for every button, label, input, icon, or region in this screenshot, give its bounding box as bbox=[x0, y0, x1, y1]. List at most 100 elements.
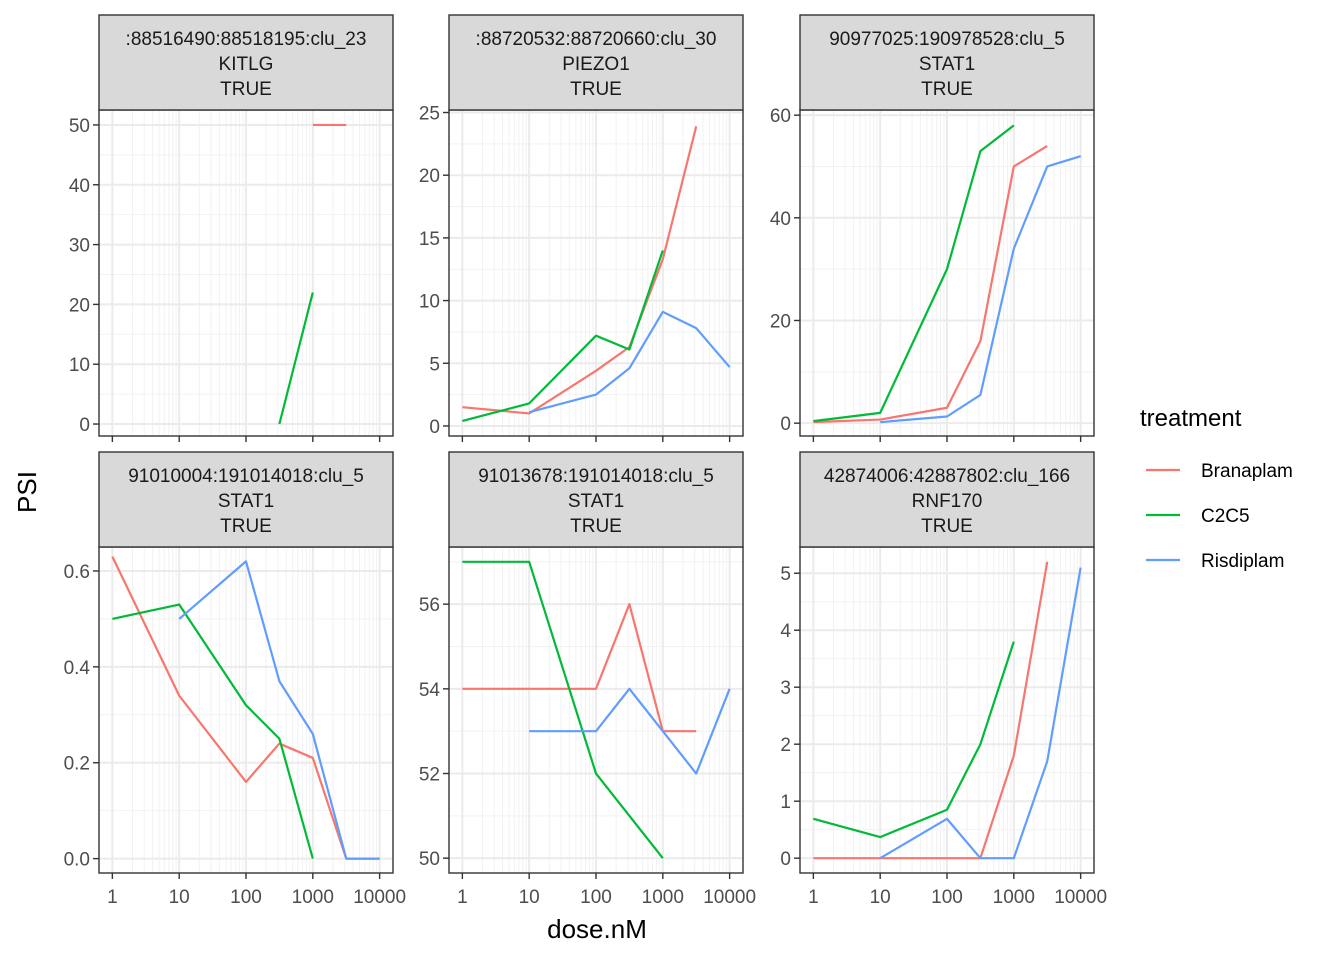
strip-labels: 42874006:42887802:clu_166 RNF170 TRUE bbox=[824, 466, 1070, 537]
y-tick-label: 20 bbox=[69, 295, 90, 316]
series-line-c2c5 bbox=[278, 292, 314, 425]
strip-background bbox=[448, 14, 744, 111]
y-tick-label: 50 bbox=[69, 116, 90, 137]
facet-panel: :88516490:88518195:clu_23 KITLG TRUE 0 10 20 3… bbox=[69, 14, 394, 442]
x-tick-label: 10 bbox=[169, 887, 190, 908]
strip-background bbox=[799, 14, 1095, 111]
series-line-risdiplam bbox=[879, 567, 1082, 860]
y-tick-label: 0 bbox=[429, 417, 440, 438]
facet-panel: 91013678:191014018:clu_5 STAT1 TRUE 50 52 54 5… bbox=[419, 451, 756, 908]
legend-label: C2C5 bbox=[1201, 506, 1250, 527]
x-tick-label: 10 bbox=[870, 887, 891, 908]
strip-label: TRUE bbox=[570, 79, 622, 100]
strip-label: STAT1 bbox=[919, 54, 975, 75]
series-line-c2c5 bbox=[462, 560, 664, 859]
y-tick-label: 5 bbox=[429, 354, 440, 375]
legend: treatment Branaplam C2C5 Risdiplam bbox=[1140, 405, 1293, 572]
y-tick-label: 1 bbox=[780, 792, 791, 813]
y-tick-label: 5 bbox=[780, 564, 791, 585]
x-tick-label: 10000 bbox=[703, 887, 756, 908]
strip-labels: :88516490:88518195:clu_23 KITLG TRUE bbox=[126, 29, 367, 100]
series-line-branaplam bbox=[462, 126, 698, 415]
strip-label: PIEZO1 bbox=[562, 54, 630, 75]
y-tick-label: 40 bbox=[770, 209, 791, 230]
strip-label: RNF170 bbox=[912, 491, 983, 512]
strip-background bbox=[799, 451, 1095, 548]
series-line-risdiplam bbox=[528, 310, 731, 414]
legend-label: Risdiplam bbox=[1201, 551, 1284, 572]
y-tick-label: 0.2 bbox=[64, 754, 90, 775]
strip-background bbox=[98, 14, 394, 111]
series-line-c2c5 bbox=[813, 124, 1015, 423]
x-tick-label: 1000 bbox=[642, 887, 684, 908]
series-line-c2c5 bbox=[813, 641, 1015, 839]
y-tick-label: 3 bbox=[780, 678, 791, 699]
legend-title: treatment bbox=[1140, 405, 1242, 432]
strip-label: TRUE bbox=[921, 79, 973, 100]
y-tick-label: 10 bbox=[69, 355, 90, 376]
y-tick-label: 0.4 bbox=[64, 658, 91, 679]
strip-label: TRUE bbox=[921, 516, 973, 537]
strip-label: TRUE bbox=[220, 79, 272, 100]
x-tick-label: 100 bbox=[580, 887, 612, 908]
y-tick-label: 2 bbox=[780, 735, 791, 756]
strip-label: 42874006:42887802:clu_166 bbox=[824, 466, 1070, 487]
strip-label: 90977025:190978528:clu_5 bbox=[829, 29, 1065, 50]
gridlines bbox=[99, 110, 393, 436]
y-tick-label: 52 bbox=[419, 765, 440, 786]
gridlines bbox=[449, 110, 743, 436]
x-tick-label: 10000 bbox=[353, 887, 406, 908]
legend-label: Branaplam bbox=[1201, 461, 1293, 482]
y-tick-label: 54 bbox=[419, 680, 441, 701]
y-axis-title: PSI bbox=[12, 471, 42, 513]
series-line-branaplam bbox=[813, 145, 1048, 424]
series-lines bbox=[462, 560, 731, 859]
x-tick-label: 1 bbox=[808, 887, 819, 908]
y-tick-label: 0 bbox=[79, 415, 90, 436]
y-tick-label: 4 bbox=[780, 621, 791, 642]
x-axis-title: dose.nM bbox=[547, 914, 647, 944]
strip-label: STAT1 bbox=[568, 491, 624, 512]
strip-labels: 91010004:191014018:clu_5 STAT1 TRUE bbox=[128, 466, 364, 537]
y-tick-label: 50 bbox=[419, 849, 440, 870]
series-lines bbox=[813, 561, 1082, 860]
series-line-risdiplam bbox=[178, 560, 380, 860]
gridlines bbox=[800, 110, 1094, 436]
y-tick-label: 0.0 bbox=[64, 850, 90, 871]
series-lines bbox=[462, 126, 731, 423]
facet-panel: 91010004:191014018:clu_5 STAT1 TRUE 0.0 0.2 0… bbox=[64, 451, 406, 908]
strip-label: :88720532:88720660:clu_30 bbox=[476, 29, 717, 50]
series-line-risdiplam bbox=[880, 155, 1081, 424]
strip-label: TRUE bbox=[220, 516, 272, 537]
strip-label: 91013678:191014018:clu_5 bbox=[478, 466, 714, 487]
series-lines bbox=[278, 123, 347, 425]
facet-panel: 42874006:42887802:clu_166RNF170TRUE01234… bbox=[780, 451, 1107, 908]
x-tick-label: 100 bbox=[230, 887, 262, 908]
strip-background bbox=[98, 451, 394, 548]
facet-panels: :88516490:88518195:clu_23KITLGTRUE010203… bbox=[64, 14, 1107, 908]
y-tick-label: 60 bbox=[770, 106, 791, 127]
strip-label: 91010004:191014018:clu_5 bbox=[128, 466, 364, 487]
y-tick-label: 0 bbox=[780, 849, 791, 870]
x-tick-label: 100 bbox=[931, 887, 963, 908]
y-tick-label: 10 bbox=[419, 292, 440, 313]
strip-label: KITLG bbox=[219, 54, 274, 75]
series-lines bbox=[813, 124, 1081, 424]
series-line-branaplam bbox=[813, 561, 1049, 860]
series-line-branaplam bbox=[462, 603, 697, 733]
x-tick-label: 10000 bbox=[1054, 887, 1107, 908]
strip-labels: 90977025:190978528:clu_5 STAT1 TRUE bbox=[829, 29, 1065, 100]
series-line-risdiplam bbox=[529, 687, 731, 775]
strip-labels: :88720532:88720660:clu_30 PIEZO1 TRUE bbox=[476, 29, 717, 100]
facet-panel: 90977025:190978528:clu_5 STAT1 TRUE 0 20 40 60 bbox=[770, 14, 1095, 442]
x-tick-label: 1 bbox=[457, 887, 468, 908]
y-tick-label: 30 bbox=[69, 236, 90, 257]
x-tick-label: 10 bbox=[519, 887, 540, 908]
y-tick-label: 20 bbox=[419, 166, 440, 187]
y-tick-label: 15 bbox=[419, 229, 440, 250]
y-tick-label: 56 bbox=[419, 595, 440, 616]
y-tick-label: 40 bbox=[69, 176, 90, 197]
gridlines bbox=[800, 547, 1094, 873]
strip-label: :88516490:88518195:clu_23 bbox=[126, 29, 367, 50]
